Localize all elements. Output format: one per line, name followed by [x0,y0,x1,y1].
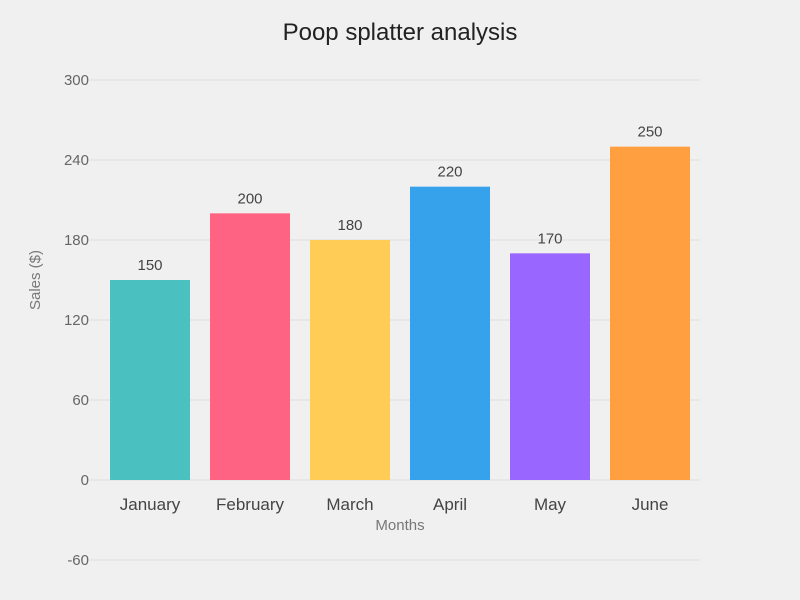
chart-title: Poop splatter analysis [283,19,518,46]
y-tick-label: 120 [64,312,89,329]
y-axis-title: Sales ($) [27,250,44,310]
bar [110,280,190,480]
x-tick-label: June [632,495,669,514]
data-labels: 150 200 180 220 170 250 [137,124,662,274]
data-label: 200 [237,190,262,207]
y-axis-ticks: -60 0 60 120 180 240 300 [64,72,89,569]
y-tick-label: 180 [64,232,89,249]
y-tick-label: 240 [64,152,89,169]
y-tick-label: -60 [67,552,89,569]
x-tick-label: March [326,495,373,514]
data-label: 220 [437,164,462,181]
x-axis-title: Months [375,517,424,534]
y-tick-label: 300 [64,72,89,89]
bar [410,186,490,480]
y-tick-label: 0 [81,472,89,489]
data-label: 170 [537,230,562,247]
x-axis-ticks: January February March April May June [120,495,669,514]
x-tick-label: January [120,495,181,514]
bar [610,146,690,480]
y-tick-label: 60 [72,392,89,409]
bars [110,146,690,481]
x-tick-label: April [433,495,467,514]
data-label: 180 [337,217,362,234]
x-tick-label: February [216,495,285,514]
gridlines [90,79,700,561]
bar [310,240,390,480]
bar [510,253,590,480]
bar [210,213,290,481]
data-label: 150 [137,257,162,274]
data-label: 250 [637,124,662,141]
x-tick-label: May [534,495,567,514]
